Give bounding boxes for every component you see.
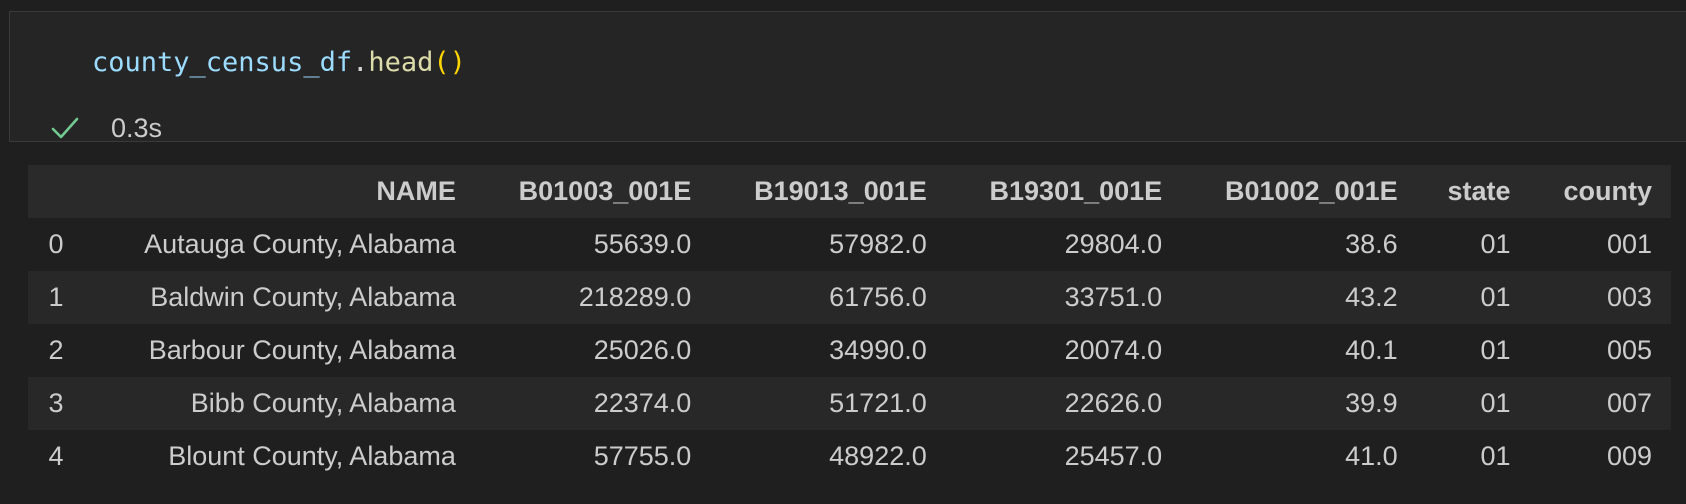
table-cell: 20074.0 — [945, 324, 1182, 377]
code-cell[interactable]: county_census_df.head() 0.3s — [9, 11, 1686, 143]
column-header: county — [1529, 165, 1671, 218]
table-row: 2 Barbour County, Alabama 25026.0 34990.… — [28, 324, 1671, 377]
table-cell: 007 — [1529, 377, 1671, 430]
table-cell: 218289.0 — [474, 271, 711, 324]
table-cell: 61756.0 — [710, 271, 946, 324]
code-parens: () — [433, 47, 466, 78]
cell-output: NAME B01003_001E B19013_001E B19301_001E… — [28, 165, 1671, 483]
index-column-header — [28, 165, 84, 218]
execution-duration: 0.3s — [111, 112, 163, 143]
table-cell: 003 — [1529, 271, 1671, 324]
row-index: 0 — [28, 218, 84, 271]
table-cell: 001 — [1529, 218, 1671, 271]
check-icon — [51, 117, 79, 139]
table-row: 1 Baldwin County, Alabama 218289.0 61756… — [28, 271, 1671, 324]
table-cell: 34990.0 — [710, 324, 946, 377]
table-cell: 01 — [1416, 430, 1530, 483]
table-cell: 57755.0 — [474, 430, 711, 483]
table-cell: 25026.0 — [474, 324, 711, 377]
dataframe-table: NAME B01003_001E B19013_001E B19301_001E… — [28, 165, 1671, 483]
table-cell: 01 — [1416, 218, 1530, 271]
table-cell: 22374.0 — [474, 377, 711, 430]
table-cell: 43.2 — [1181, 271, 1417, 324]
table-cell: Bibb County, Alabama — [84, 377, 475, 430]
column-header: B19013_001E — [710, 165, 946, 218]
table-header-row: NAME B01003_001E B19013_001E B19301_001E… — [28, 165, 1671, 218]
column-header: state — [1416, 165, 1530, 218]
table-cell: 22626.0 — [945, 377, 1182, 430]
table-cell: Blount County, Alabama — [84, 430, 475, 483]
table-cell: 39.9 — [1181, 377, 1417, 430]
table-cell: 41.0 — [1181, 430, 1417, 483]
row-index: 3 — [28, 377, 84, 430]
table-cell: 51721.0 — [710, 377, 946, 430]
execution-status: 0.3s — [48, 108, 162, 148]
table-cell: 55639.0 — [474, 218, 711, 271]
column-header: B19301_001E — [945, 165, 1182, 218]
row-index: 4 — [28, 430, 84, 483]
code-function: head — [368, 47, 434, 78]
table-cell: 01 — [1416, 271, 1530, 324]
table-row: 3 Bibb County, Alabama 22374.0 51721.0 2… — [28, 377, 1671, 430]
table-cell: Autauga County, Alabama — [84, 218, 475, 271]
table-cell: Barbour County, Alabama — [84, 324, 475, 377]
table-cell: 29804.0 — [945, 218, 1182, 271]
table-cell: 01 — [1416, 324, 1530, 377]
table-cell: 38.6 — [1181, 218, 1417, 271]
table-cell: 005 — [1529, 324, 1671, 377]
row-index: 1 — [28, 271, 84, 324]
table-cell: 57982.0 — [710, 218, 946, 271]
table-cell: Baldwin County, Alabama — [84, 271, 475, 324]
column-header: NAME — [84, 165, 475, 218]
code-editor-line[interactable]: county_census_df.head() — [92, 46, 466, 80]
code-dot: . — [352, 47, 369, 78]
table-cell: 40.1 — [1181, 324, 1417, 377]
table-row: 4 Blount County, Alabama 57755.0 48922.0… — [28, 430, 1671, 483]
column-header: B01003_001E — [474, 165, 711, 218]
column-header: B01002_001E — [1181, 165, 1417, 218]
table-cell: 33751.0 — [945, 271, 1182, 324]
table-row: 0 Autauga County, Alabama 55639.0 57982.… — [28, 218, 1671, 271]
table-cell: 01 — [1416, 377, 1530, 430]
code-variable: county_census_df — [92, 47, 353, 78]
table-cell: 25457.0 — [945, 430, 1182, 483]
table-cell: 009 — [1529, 430, 1671, 483]
table-cell: 48922.0 — [710, 430, 946, 483]
row-index: 2 — [28, 324, 84, 377]
